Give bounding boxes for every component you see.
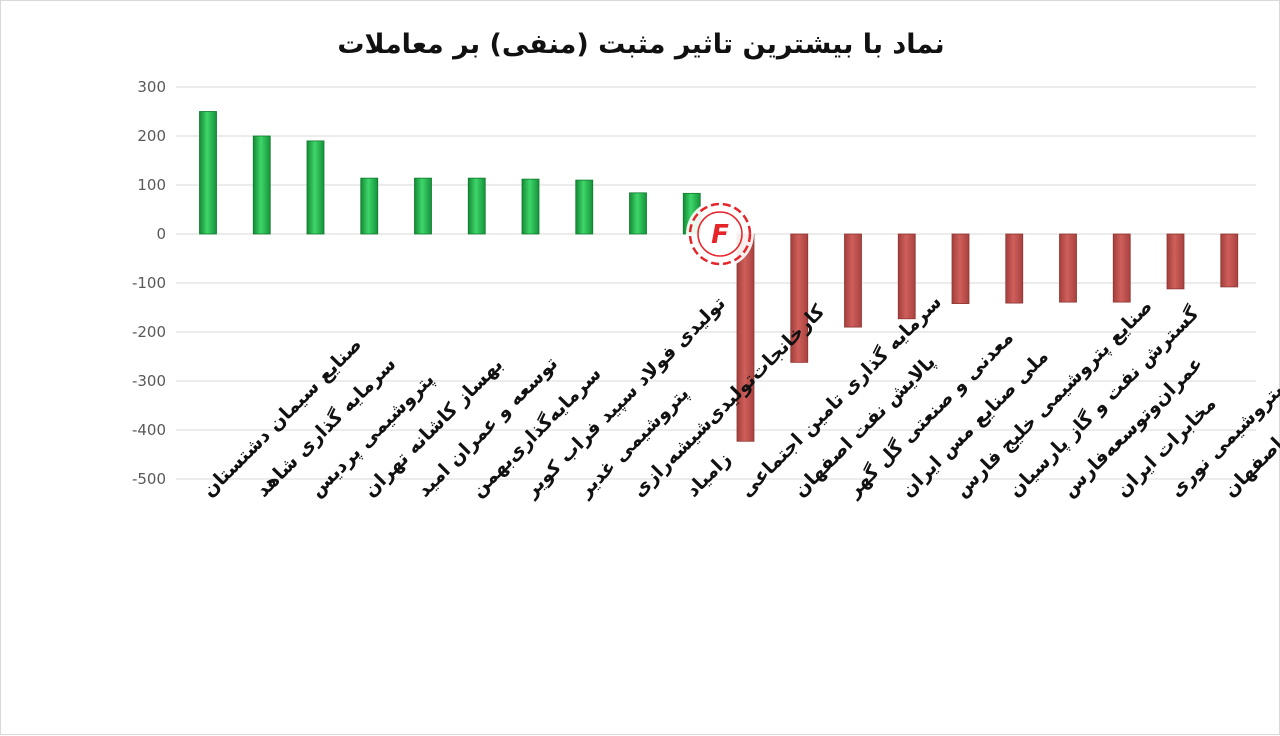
y-tick-label: 300 bbox=[137, 78, 166, 96]
bar bbox=[360, 177, 379, 235]
category-label: زامیاد bbox=[682, 448, 736, 502]
y-tick-label: 100 bbox=[137, 176, 166, 194]
bar bbox=[629, 192, 647, 235]
y-axis-ticks: 300 200 100 0 -100 -200 -300 -400 -500 bbox=[132, 78, 166, 488]
bar bbox=[199, 111, 217, 235]
bar bbox=[1112, 233, 1131, 303]
y-tick-label: -100 bbox=[132, 274, 166, 292]
bar bbox=[414, 177, 432, 235]
bar bbox=[575, 179, 594, 235]
category-label: گسترش نفت و گاز پارسیان bbox=[1004, 301, 1204, 501]
watermark-logo: F bbox=[686, 200, 754, 268]
bar bbox=[897, 233, 916, 320]
chart-title: نماد با بیشترین تاثیر مثبت (منفی) بر معا… bbox=[337, 29, 944, 60]
bar bbox=[306, 140, 325, 235]
bar bbox=[521, 178, 540, 235]
bar bbox=[467, 177, 486, 235]
y-tick-label: 0 bbox=[156, 225, 166, 243]
bar bbox=[1220, 233, 1239, 288]
y-tick-label: -200 bbox=[132, 323, 166, 341]
bar bbox=[790, 233, 809, 363]
y-tick-label: -300 bbox=[132, 372, 166, 390]
bar bbox=[252, 135, 271, 235]
bar bbox=[1005, 233, 1024, 304]
bars bbox=[199, 111, 1239, 442]
y-tick-label: -400 bbox=[132, 421, 166, 439]
bar bbox=[736, 233, 755, 442]
svg-text:F: F bbox=[711, 220, 729, 250]
y-tick-label: -500 bbox=[132, 470, 166, 488]
bar bbox=[844, 233, 862, 328]
y-tick-label: 200 bbox=[137, 127, 166, 145]
bar bbox=[951, 233, 970, 304]
bar bbox=[1059, 233, 1077, 303]
bar bbox=[1166, 233, 1185, 290]
gridlines bbox=[176, 86, 1256, 480]
